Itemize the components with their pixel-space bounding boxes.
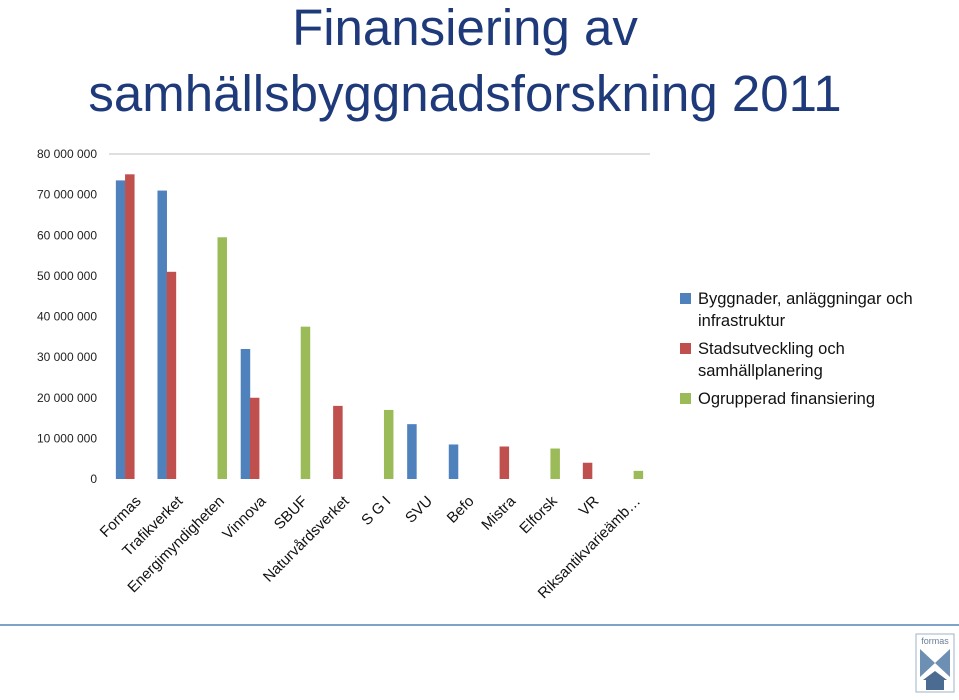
legend-label-stadsutveckling: Stadsutveckling och samhällplanering	[698, 340, 845, 380]
y-tick-label: 10 000 000	[37, 431, 97, 445]
bar	[115, 180, 126, 479]
bar	[407, 424, 417, 479]
bar	[300, 326, 311, 479]
x-category-label: S G I	[358, 493, 394, 529]
legend-item-byggnader: Byggnader, anläggningar och infrastruktu…	[680, 288, 918, 332]
x-category-label: Vinnova	[219, 492, 270, 543]
bar	[582, 462, 593, 479]
legend-swatch-stadsutveckling	[680, 343, 691, 354]
bar	[157, 190, 167, 479]
bar	[499, 446, 510, 479]
bar	[249, 397, 260, 479]
y-tick-label: 80 000 000	[37, 147, 97, 161]
y-tick-label: 0	[90, 472, 97, 486]
y-tick-label: 50 000 000	[37, 269, 97, 283]
bar	[633, 470, 644, 479]
x-category-label: VR	[576, 493, 603, 520]
y-tick-label: 60 000 000	[37, 228, 97, 242]
formas-logo: formas	[915, 633, 955, 693]
legend-swatch-ogrupperad	[680, 393, 691, 404]
legend: Byggnader, anläggningar och infrastruktu…	[680, 288, 918, 416]
bar	[333, 405, 343, 479]
x-category-label: Mistra	[478, 492, 519, 533]
x-category-label: SVU	[402, 493, 436, 527]
legend-label-ogrupperad: Ogrupperad finansiering	[698, 390, 876, 408]
chart-title-line-1: Finansiering av	[292, 0, 638, 56]
bar	[217, 237, 227, 479]
bar	[166, 271, 177, 479]
chart-title-line-2: samhällsbyggnadsforskning 2011	[88, 65, 842, 122]
footer-divider	[0, 624, 959, 626]
y-tick-label: 70 000 000	[37, 188, 97, 202]
bar	[383, 409, 394, 479]
legend-item-stadsutveckling: Stadsutveckling och samhällplanering	[680, 338, 918, 382]
y-tick-label: 30 000 000	[37, 350, 97, 364]
bar	[125, 174, 135, 479]
y-tick-label: 40 000 000	[37, 310, 97, 324]
x-category-label: Befo	[444, 493, 478, 527]
bar-chart: 0 10 000 000 20 000 000 30 000 000 40 000 00…	[37, 147, 650, 602]
bar	[550, 448, 560, 479]
logo-text: formas	[921, 636, 949, 646]
legend-swatch-byggnader	[680, 293, 691, 304]
legend-item-ogrupperad: Ogrupperad finansiering	[680, 388, 918, 410]
bar	[240, 349, 251, 479]
x-category-label: Elforsk	[516, 492, 561, 537]
bar	[448, 444, 459, 479]
legend-label-byggnader: Byggnader, anläggningar och infrastruktu…	[698, 290, 913, 330]
y-tick-label: 20 000 000	[37, 391, 97, 405]
